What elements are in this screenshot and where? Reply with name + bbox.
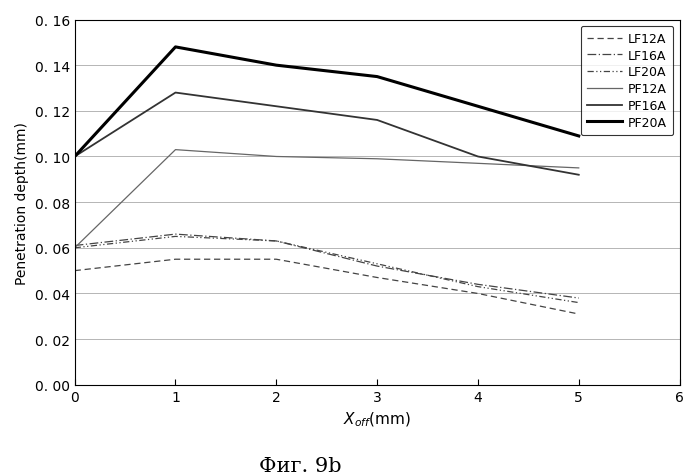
Y-axis label: Penetration depth(mm): Penetration depth(mm) — [15, 121, 29, 284]
Legend: LF12A, LF16A, LF20A, PF12A, PF16A, PF20A: LF12A, LF16A, LF20A, PF12A, PF16A, PF20A — [581, 27, 673, 136]
X-axis label: $X_{off}$(mm): $X_{off}$(mm) — [343, 409, 411, 428]
Text: Фиг. 9b: Фиг. 9b — [259, 456, 342, 475]
